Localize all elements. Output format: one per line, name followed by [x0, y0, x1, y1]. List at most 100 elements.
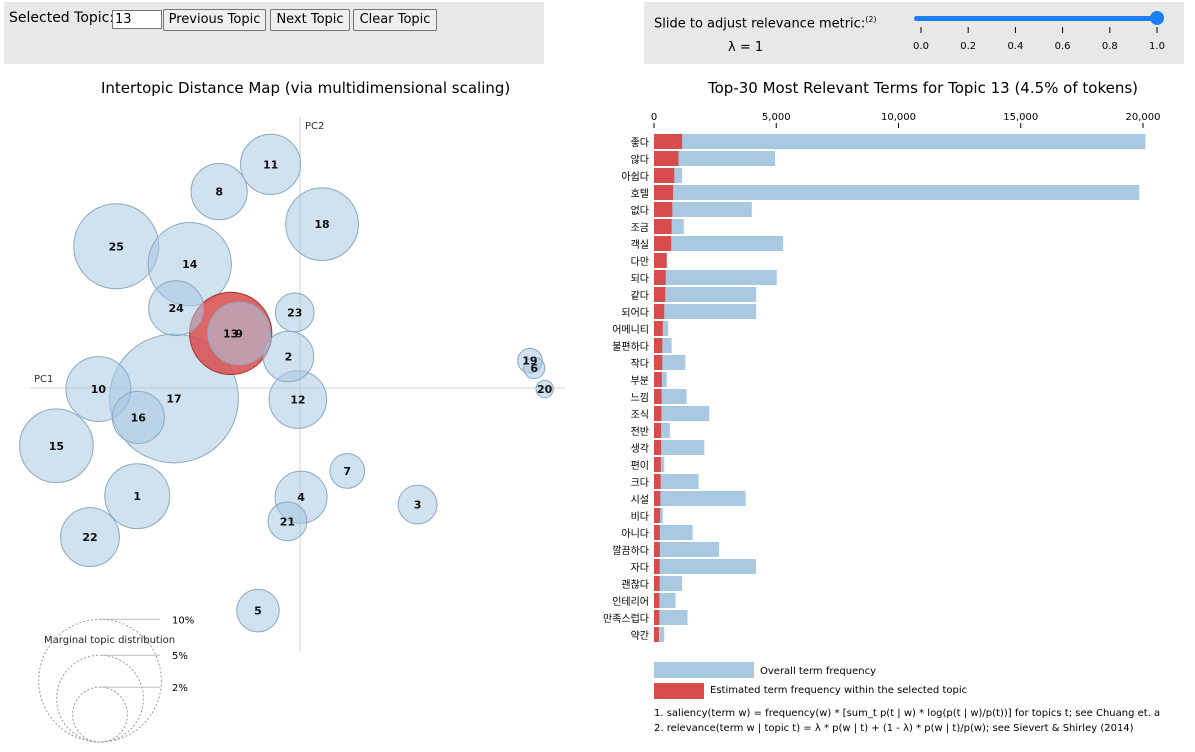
intertopic-map-title: Intertopic Distance Map (via multidimens… — [101, 79, 511, 97]
topic-circle-23 — [274, 292, 315, 333]
topic-bar-아쉽다 — [654, 168, 675, 183]
overall-bar-좋다 — [654, 134, 1146, 149]
slider-tick-label: 0.6 — [1055, 41, 1071, 52]
term-label: 어메니티 — [612, 324, 649, 336]
topic-bar-생각 — [654, 440, 662, 455]
topic-label-25: 25 — [109, 240, 124, 253]
previous-topic-button[interactable]: Previous Topic — [163, 9, 266, 31]
topic-bar-객실 — [654, 236, 672, 251]
selected-topic-label: Selected Topic: — [9, 10, 115, 26]
relevance-slider-track[interactable] — [914, 16, 1156, 21]
term-label: 약간 — [631, 630, 649, 642]
overall-bar-느낌 — [654, 389, 687, 404]
topic-circle-15 — [19, 408, 94, 484]
topic-circle-22 — [60, 507, 120, 568]
relevance-slider-thumb[interactable] — [1150, 11, 1164, 25]
x-tick-label: 5,000 — [762, 112, 791, 123]
selected-topic-input[interactable]: 13 — [112, 10, 162, 29]
term-label: 다만 — [631, 256, 649, 268]
term-label: 아니다 — [621, 528, 649, 540]
topic-circle-16 — [111, 390, 165, 444]
legend-topic-swatch — [654, 683, 704, 699]
term-label: 좋다 — [631, 137, 649, 149]
term-label: 불편하다 — [612, 340, 649, 353]
overall-bar-객실 — [654, 236, 784, 251]
topic-bar-아니다 — [654, 525, 660, 540]
topic-label-2: 2 — [285, 351, 293, 364]
marginal-circle-5% — [56, 654, 144, 743]
term-label: 생각 — [631, 443, 649, 455]
overall-bar-없다 — [654, 202, 752, 217]
topic-bar-되어다 — [654, 304, 665, 319]
term-label: 같다 — [631, 290, 649, 302]
term-label: 깔끔하다 — [612, 544, 649, 557]
topic-label-22: 22 — [82, 531, 97, 544]
topic-bar-인테리어 — [654, 593, 660, 608]
pc2-axis-label: PC2 — [305, 121, 324, 132]
term-label: 조식 — [631, 409, 649, 421]
topic-label-7: 7 — [343, 465, 351, 478]
next-topic-button[interactable]: Next Topic — [270, 9, 350, 31]
topic-bar-약간 — [654, 627, 659, 642]
topic-controls-panel: Selected Topic: 13 Previous Topic Next T… — [4, 2, 544, 64]
topic-label-3: 3 — [414, 499, 422, 512]
topic-circle-21 — [267, 501, 308, 542]
topic-bar-다만 — [654, 253, 667, 268]
overall-bar-조식 — [654, 406, 710, 421]
legend-overall-swatch — [654, 662, 754, 678]
legend-topic-label: Estimated term frequency within the sele… — [710, 685, 967, 696]
topic-circle-20 — [535, 379, 554, 399]
term-label: 비다 — [631, 511, 649, 523]
x-tick-label: 10,000 — [881, 112, 916, 123]
x-tick-label: 20,000 — [1126, 112, 1161, 123]
topic-label-8: 8 — [215, 186, 223, 199]
topic-bar-비다 — [654, 508, 661, 523]
topic-label-16: 16 — [131, 411, 147, 424]
topic-circle-3 — [397, 484, 438, 525]
topic-bar-호텔 — [654, 185, 674, 200]
term-label: 크다 — [631, 477, 649, 489]
topic-circle-18 — [285, 187, 359, 261]
term-label: 작다 — [631, 358, 649, 370]
overall-bar-약간 — [654, 627, 665, 642]
term-label: 조금 — [631, 222, 649, 234]
term-label: 괜찮다 — [621, 579, 649, 591]
overall-bar-않다 — [654, 151, 776, 166]
slider-label-footnote: (2) — [865, 15, 877, 24]
topic-label-15: 15 — [49, 440, 64, 453]
marginal-label-10%: 10% — [172, 615, 194, 626]
slider-tick-axis: 0.0 0.2 0.4 0.6 0.8 1.0 — [913, 27, 1165, 52]
topic-circle-7 — [329, 453, 366, 489]
topic-bar-전반 — [654, 423, 662, 438]
intertopic-distance-map: PC1 PC2 17 25 14 18 15 22 1 10 16 24 139 8 11 23 2 12 7 421… — [19, 117, 565, 743]
topic-label-9: 9 — [235, 327, 243, 340]
term-label: 되다 — [631, 273, 649, 285]
topic-label-11: 11 — [263, 158, 278, 171]
slider-tick-label: 1.0 — [1149, 41, 1165, 52]
topic-label-13: 13 — [223, 327, 238, 340]
topic-label-10: 10 — [91, 383, 107, 396]
term-frequency-bar-chart: 0 5,000 10,000 15,000 20,000 좋다않다아쉽다호텔없다조금객실다… — [603, 112, 1161, 734]
overall-bar-생각 — [654, 440, 705, 455]
topic-bar-자다 — [654, 559, 660, 574]
term-label: 느낌 — [631, 392, 649, 404]
overall-bar-호텔 — [654, 185, 1140, 200]
overall-bar-아니다 — [654, 525, 693, 540]
overall-bar-되어다 — [654, 304, 757, 319]
lambda-label: λ = 1 — [728, 40, 764, 55]
topic-label-17: 17 — [166, 393, 181, 406]
overall-bar-인테리어 — [654, 593, 676, 608]
topic-label-5: 5 — [254, 605, 262, 618]
topic-bar-부분 — [654, 372, 662, 387]
topic-label-4: 4 — [297, 491, 305, 504]
overall-bar-깔끔하다 — [654, 542, 720, 557]
topic-label-6: 6 — [530, 362, 538, 375]
term-label: 전반 — [631, 426, 649, 438]
overall-bar-만족스럽다 — [654, 610, 688, 625]
topic-label-1: 1 — [133, 490, 141, 503]
term-label: 시설 — [631, 494, 649, 506]
topic-bar-만족스럽다 — [654, 610, 660, 625]
overall-bar-자다 — [654, 559, 756, 574]
topic-label-18: 18 — [314, 218, 329, 231]
clear-topic-button[interactable]: Clear Topic — [353, 9, 437, 31]
